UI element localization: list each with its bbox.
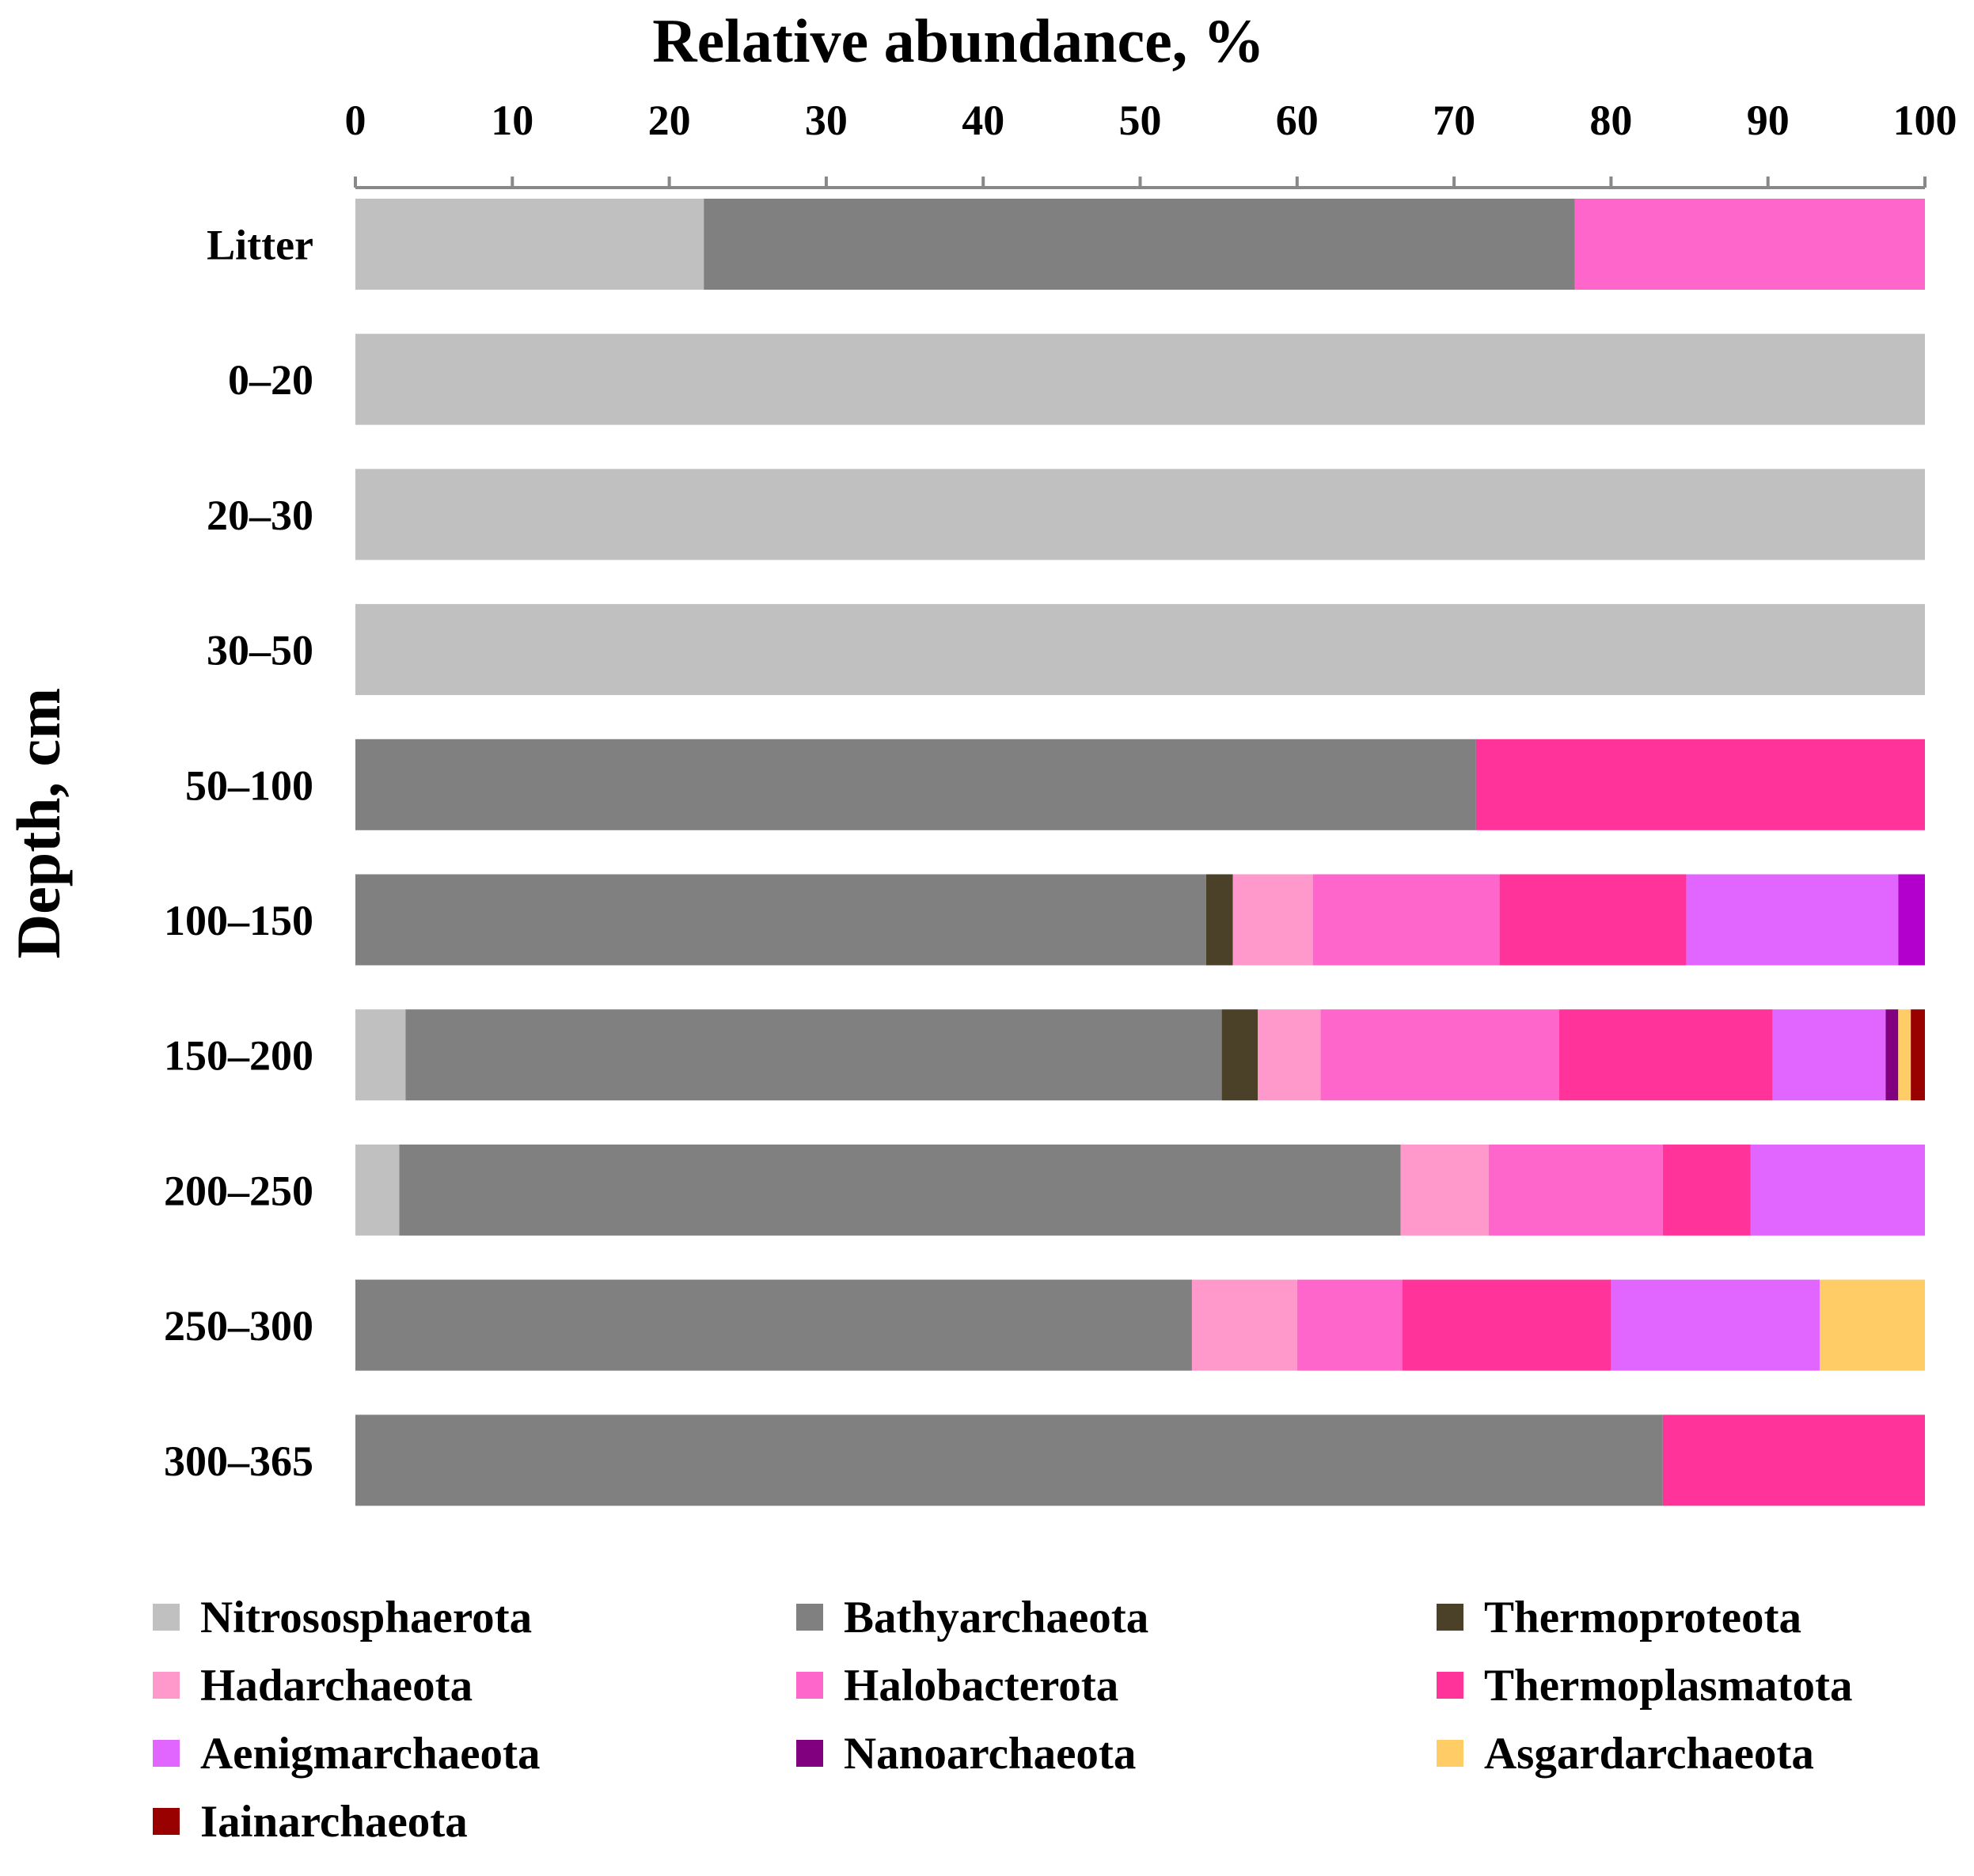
legend-item: Nitrososphaerota	[153, 1593, 532, 1642]
legend-swatch	[153, 1808, 180, 1835]
bar-segment-asgardarchaeota	[1898, 1009, 1911, 1101]
category-label: 250–300	[164, 1302, 313, 1350]
category-label: 0–20	[228, 356, 313, 404]
bar-segment-aenigmarchaeota	[1750, 1144, 1925, 1236]
legend-item: Thermoproteota	[1437, 1593, 1801, 1642]
bar-segment-nitrososphaerota	[355, 1009, 406, 1101]
legend-label: Nanoarchaeota	[844, 1729, 1136, 1779]
legend-item: Iainarchaeota	[153, 1797, 468, 1847]
legend-swatch	[796, 1604, 823, 1631]
legend-swatch	[796, 1740, 823, 1767]
bar-segment-unlabeled	[1898, 874, 1925, 966]
bar-segment-hadarchaeota	[1258, 1009, 1321, 1101]
bar-segment-hadarchaeota	[1191, 1279, 1297, 1371]
legend-label: Iainarchaeota	[200, 1797, 468, 1847]
bar-segment-bathyarchaeota	[399, 1144, 1401, 1236]
bar-segment-thermoproteota	[1205, 874, 1233, 966]
bar-segment-iainarchaeota	[1911, 1009, 1925, 1101]
bar-segment-aenigmarchaeota	[1772, 1009, 1886, 1101]
bar-segment-bathyarchaeota	[355, 874, 1206, 966]
legend-item: Aenigmarchaeota	[153, 1729, 541, 1779]
legend-item: Asgardarchaeota	[1437, 1729, 1814, 1779]
bar-segment-halobacterota	[1320, 1009, 1559, 1101]
category-label: 50–100	[185, 761, 313, 809]
x-tick-label: 10	[491, 97, 533, 144]
bar-segment-nitrososphaerota	[355, 604, 1925, 696]
y-axis-label: Depth, cm	[4, 688, 73, 959]
x-tick-label: 0	[345, 97, 366, 144]
x-tick-label: 80	[1589, 97, 1632, 144]
legend-item: Thermoplasmatota	[1437, 1661, 1852, 1711]
bar-segment-thermoplasmatota	[1558, 1009, 1773, 1101]
legend-label: Asgardarchaeota	[1484, 1729, 1814, 1779]
legend-label: Nitrososphaerota	[200, 1593, 532, 1642]
legend-label: Halobacterota	[844, 1661, 1118, 1711]
legend-swatch	[1437, 1672, 1463, 1699]
legend-label: Thermoproteota	[1484, 1593, 1801, 1642]
legend-label: Hadarchaeota	[200, 1661, 473, 1711]
bar-segment-aenigmarchaeota	[1686, 874, 1899, 966]
category-label: 200–250	[164, 1167, 313, 1214]
chart-title: Relative abundance, %	[652, 6, 1265, 75]
legend-swatch	[1437, 1740, 1463, 1767]
bar-segment-nitrososphaerota	[355, 1144, 400, 1236]
x-tick-label: 50	[1119, 97, 1162, 144]
category-label: 100–150	[164, 897, 313, 944]
bar-segment-nanoarchaeota	[1885, 1009, 1899, 1101]
x-tick-label: 40	[962, 97, 1004, 144]
category-label: 20–30	[207, 492, 313, 539]
x-axis: 0 10 20 30 40 50 60 70 80 90 100	[345, 97, 1957, 189]
legend-swatch	[153, 1672, 180, 1699]
bar-segment-bathyarchaeota	[355, 1279, 1192, 1371]
bar-segment-hadarchaeota	[1400, 1144, 1489, 1236]
bar-segment-bathyarchaeota	[405, 1009, 1222, 1101]
bar-segment-asgardarchaeota	[1820, 1279, 1925, 1371]
legend-swatch	[153, 1740, 180, 1767]
x-tick-label: 60	[1276, 97, 1319, 144]
legend-item: Hadarchaeota	[153, 1661, 473, 1711]
legend-label: Thermoplasmatota	[1484, 1661, 1852, 1711]
bar-segment-bathyarchaeota	[355, 1415, 1663, 1506]
bar-segment-halobacterota	[1312, 874, 1500, 966]
category-labels: Litter 0–20 20–30 30–50 50–100 100–150 150–200…	[164, 222, 313, 1485]
bar-segment-hadarchaeota	[1232, 874, 1313, 966]
legend-item: Halobacterota	[796, 1661, 1118, 1711]
bar-segment-thermoplasmatota	[1662, 1415, 1925, 1506]
bar-segment-halobacterota	[1574, 199, 1925, 290]
bar-segment-thermoplasmatota	[1499, 874, 1687, 966]
legend: Nitrososphaerota Bathyarchaeota Thermoprot…	[153, 1593, 1852, 1847]
bar-segment-thermoproteota	[1221, 1009, 1258, 1101]
bars	[355, 199, 1925, 1506]
legend-item: Nanoarchaeota	[796, 1729, 1136, 1779]
category-label: 150–200	[164, 1032, 313, 1080]
x-tick-label: 20	[648, 97, 691, 144]
category-label: 30–50	[207, 627, 313, 674]
category-label: Litter	[207, 222, 313, 269]
bar-segment-halobacterota	[1488, 1144, 1663, 1236]
x-tick-label: 100	[1893, 97, 1957, 144]
bar-segment-thermoplasmatota	[1475, 739, 1925, 830]
legend-swatch	[1437, 1604, 1463, 1631]
legend-label: Bathyarchaeota	[844, 1593, 1148, 1642]
bar-segment-nitrososphaerota	[355, 333, 1925, 425]
bar-segment-bathyarchaeota	[704, 199, 1575, 290]
category-label: 300–365	[164, 1437, 313, 1485]
bar-segment-thermoplasmatota	[1662, 1144, 1751, 1236]
legend-item: Bathyarchaeota	[796, 1593, 1148, 1642]
x-tick-label: 30	[805, 97, 848, 144]
x-tick-label: 70	[1433, 97, 1475, 144]
bar-segment-nitrososphaerota	[355, 469, 1925, 560]
legend-label: Aenigmarchaeota	[200, 1729, 541, 1779]
bar-segment-thermoplasmatota	[1402, 1279, 1611, 1371]
x-tick-label: 90	[1747, 97, 1790, 144]
legend-swatch	[153, 1604, 180, 1631]
bar-segment-aenigmarchaeota	[1611, 1279, 1820, 1371]
bar-segment-halobacterota	[1296, 1279, 1403, 1371]
bar-segment-nitrososphaerota	[355, 199, 704, 290]
legend-swatch	[796, 1672, 823, 1699]
bar-segment-bathyarchaeota	[355, 739, 1476, 830]
